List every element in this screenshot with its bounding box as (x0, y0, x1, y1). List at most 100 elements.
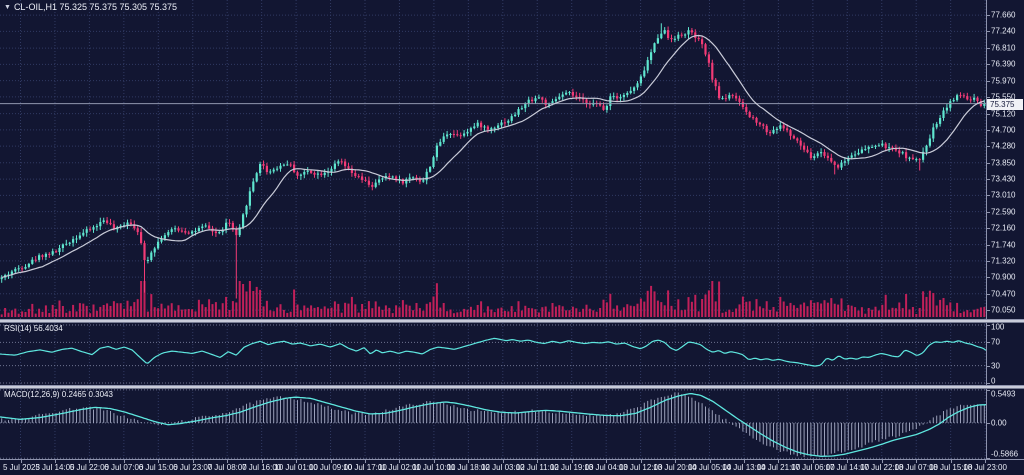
macd-axis-tick (987, 458, 990, 460)
time-axis-label: 11 Jul 02:00 (377, 463, 421, 472)
time-axis-label: 12 Jul 03:00 (481, 463, 525, 472)
panel-splitter-rsi[interactable] (0, 319, 1024, 323)
time-axis-label: 14 Jul 13:00 (722, 463, 766, 472)
price-axis-label: 70.050 (991, 305, 1016, 315)
price-axis-label: 77.240 (991, 26, 1016, 36)
macd-panel[interactable]: MACD(12,26,9) 0.2465 0.3043 0.5493 0.00 -0… (0, 389, 1024, 460)
price-axis-tick (987, 162, 990, 164)
price-axis-tick (987, 113, 990, 115)
time-axis-tick (54, 460, 56, 463)
rsi-label: RSI(14) 56.4034 (4, 324, 63, 333)
time-axis-tick (192, 460, 194, 463)
time-axis-tick (123, 460, 125, 463)
time-axis-label: 17 Jul 14:00 (825, 463, 870, 472)
price-axis-tick (987, 211, 990, 213)
time-axis-tick (778, 460, 780, 463)
time-axis-label: 7 Jul 16:00 (242, 463, 282, 472)
time-axis-tick (537, 460, 539, 463)
time-axis-tick (261, 460, 263, 463)
time-axis-label: 10 Jul 09:00 (308, 463, 353, 472)
price-axis-label: 72.160 (991, 223, 1016, 233)
price-axis-tick (987, 277, 990, 279)
time-axis-label: 13 Jul 20:00 (653, 463, 697, 472)
symbol-dropdown-icon[interactable]: ▼ (4, 4, 11, 11)
price-axis-label: 73.850 (991, 158, 1016, 168)
rsi-axis-label: 0 (991, 376, 996, 386)
price-axis-tick (987, 146, 990, 148)
rsi-chart-canvas[interactable] (0, 323, 986, 385)
time-axis-label: 12 Jul 19:00 (549, 463, 594, 472)
price-axis-tick (987, 260, 990, 262)
time-axis-tick (881, 460, 883, 463)
time-axis-label: 11 Jul 18:00 (446, 463, 490, 472)
time-axis-tick (743, 460, 745, 463)
price-axis-tick (987, 80, 990, 82)
price-axis-tick (987, 195, 990, 197)
time-axis-tick (916, 460, 918, 463)
time-axis-label: 18 Jul 07:00 (894, 463, 938, 472)
price-axis-label: 72.590 (991, 207, 1016, 217)
time-axis-tick (399, 460, 401, 463)
price-axis-label: 71.740 (991, 240, 1016, 250)
price-axis-label: 73.010 (991, 190, 1016, 200)
macd-label: MACD(12,26,9) 0.2465 0.3043 (4, 390, 113, 399)
price-axis-label: 73.430 (991, 174, 1016, 184)
chart-title-text: CL-OIL,H1 75.325 75.375 75.305 75.375 (13, 2, 178, 12)
price-axis-label: 75.120 (991, 109, 1016, 119)
macd-axis-tick (987, 389, 990, 391)
rsi-panel[interactable]: RSI(14) 56.4034 100 70 30 0 (0, 323, 1024, 386)
price-axis-label: 74.700 (991, 125, 1016, 135)
time-axis-label: 5 Jul 22:00 (69, 463, 109, 472)
rsi-axis-tick (987, 342, 990, 344)
rsi-axis[interactable]: 100 70 30 0 (986, 323, 1024, 386)
time-axis-tick (675, 460, 677, 463)
rsi-axis-tick (987, 365, 990, 367)
price-axis-label: 70.900 (991, 272, 1016, 282)
price-chart-canvas[interactable] (0, 0, 986, 319)
price-axis-tick (987, 179, 990, 181)
rsi-axis-label: 70 (991, 337, 1000, 347)
time-axis-label: 7 Jul 08:00 (207, 463, 247, 472)
price-panel[interactable]: ▼ CL-OIL,H1 75.325 75.375 75.305 75.375 7… (0, 0, 1024, 319)
time-axis-label: 5 Jul 2023 (3, 463, 40, 472)
time-axis-tick (709, 460, 711, 463)
price-axis-tick (987, 15, 990, 17)
time-axis-tick (571, 460, 573, 463)
time-axis-label: 17 Jul 22:00 (859, 463, 904, 472)
time-axis[interactable]: 5 Jul 2023 5 Jul 14:00 5 Jul 22:00 6 Jul 07… (0, 459, 1024, 475)
time-axis-tick (433, 460, 435, 463)
price-axis-tick (987, 310, 990, 312)
time-axis-tick (606, 460, 608, 463)
panel-splitter-macd[interactable] (0, 385, 1024, 389)
price-axis-tick (987, 48, 990, 50)
time-axis-label: 14 Jul 21:00 (756, 463, 801, 472)
time-axis-label: 6 Jul 15:00 (138, 463, 178, 472)
macd-chart-canvas[interactable] (0, 389, 986, 459)
time-axis-label: 12 Jul 11:00 (515, 463, 559, 472)
price-axis-tick (987, 64, 990, 66)
macd-axis-label: -0.5866 (991, 449, 1019, 459)
time-axis-tick (812, 460, 814, 463)
macd-axis-label: 0.00 (991, 418, 1007, 428)
price-axis-label: 74.280 (991, 141, 1016, 151)
time-axis-tick (158, 460, 160, 463)
macd-axis-label: 0.5493 (991, 389, 1016, 399)
chart-title: ▼ CL-OIL,H1 75.325 75.375 75.305 75.375 (4, 2, 177, 12)
rsi-axis-tick (987, 383, 990, 384)
price-axis-label: 77.660 (991, 10, 1016, 20)
price-axis[interactable]: 77.660 77.240 76.810 76.390 75.970 75.550 75.1… (986, 0, 1024, 319)
rsi-axis-tick (987, 325, 990, 326)
price-axis-label: 71.320 (991, 256, 1016, 266)
time-axis-label: 10 Jul 01:00 (274, 463, 318, 472)
price-axis-tick (987, 129, 990, 131)
price-axis-label: 75.970 (991, 76, 1016, 86)
time-axis-tick (227, 460, 229, 463)
time-axis-tick (89, 460, 91, 463)
time-axis-tick (20, 460, 22, 463)
time-axis-label: 10 Jul 17:00 (343, 463, 387, 472)
price-axis-label: 76.810 (991, 43, 1016, 53)
macd-axis[interactable]: 0.5493 0.00 -0.5866 (986, 389, 1024, 460)
price-axis-label: 75.550 (991, 92, 1016, 102)
time-axis-label: 14 Jul 05:00 (687, 463, 732, 472)
time-axis-label: 11 Jul 10:00 (412, 463, 456, 472)
